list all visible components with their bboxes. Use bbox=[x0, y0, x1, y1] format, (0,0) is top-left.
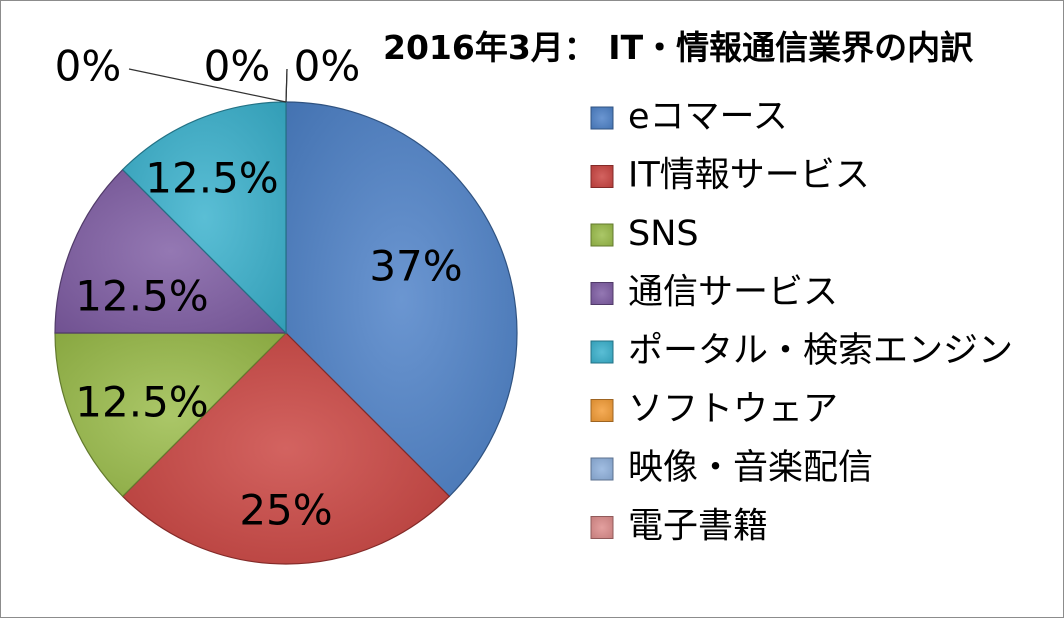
legend-swatch-2 bbox=[590, 165, 614, 188]
slice-8-data-label: 0% bbox=[294, 42, 361, 91]
legend-label-6: ソフトウェア bbox=[628, 390, 838, 430]
data-labels: 37% 25% 12.5% 12.5% 12.5% 0% 0% 0% bbox=[55, 42, 463, 535]
pie-slices bbox=[54, 101, 518, 565]
legend-swatch-4 bbox=[590, 282, 614, 305]
chart-title: 2016年3月： IT・情報通信業界の内訳 bbox=[383, 28, 974, 67]
slice-4-data-label: 12.5% bbox=[75, 272, 208, 321]
legend-label-4: 通信サービス bbox=[628, 273, 838, 313]
slice-4-wedge bbox=[54, 168, 288, 334]
legend: eコマース IT情報サービス SNS 通信サービスポータル・検索エンジンソフトウェア映… bbox=[590, 97, 1013, 547]
legend-label-2: IT情報サービス bbox=[628, 156, 870, 196]
leader-lines bbox=[128, 68, 288, 103]
slice-6-data-label: 0% bbox=[55, 42, 122, 91]
legend-swatch-5 bbox=[590, 340, 614, 364]
slice-7-data-label: 0% bbox=[204, 42, 271, 91]
slice-6-leader-line bbox=[128, 68, 287, 103]
legend-label-7: 映像・音楽配信 bbox=[628, 448, 873, 488]
legend-label-3: SNS bbox=[628, 214, 699, 254]
slice-1-wedge bbox=[285, 101, 518, 498]
legend-swatch-6 bbox=[590, 399, 614, 422]
legend-label-1: eコマース bbox=[628, 97, 788, 137]
legend-label-8: 電子書籍 bbox=[628, 507, 768, 547]
slice-5-data-label: 12.5% bbox=[145, 154, 278, 203]
legend-label-5: ポータル・検索エンジン bbox=[628, 331, 1013, 371]
legend-swatch-3 bbox=[590, 223, 614, 247]
slice-5-wedge bbox=[121, 101, 287, 335]
slice-1-data-label: 37% bbox=[369, 242, 462, 291]
slice-3-data-label: 12.5% bbox=[75, 378, 208, 427]
legend-swatch-8 bbox=[590, 516, 614, 539]
slice-2-wedge bbox=[121, 332, 451, 565]
slice-2-data-label: 25% bbox=[239, 486, 332, 535]
slice-8-leader-line bbox=[285, 68, 288, 103]
legend-swatch-1 bbox=[590, 106, 614, 130]
legend-swatch-7 bbox=[590, 457, 614, 481]
slice-3-wedge bbox=[54, 332, 288, 498]
